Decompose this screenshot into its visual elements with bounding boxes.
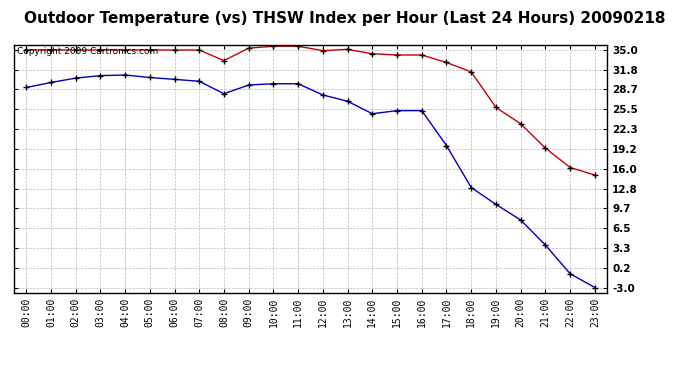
Text: Copyright 2009 Cartronics.com: Copyright 2009 Cartronics.com [17,48,158,57]
Text: Outdoor Temperature (vs) THSW Index per Hour (Last 24 Hours) 20090218: Outdoor Temperature (vs) THSW Index per … [24,11,666,26]
